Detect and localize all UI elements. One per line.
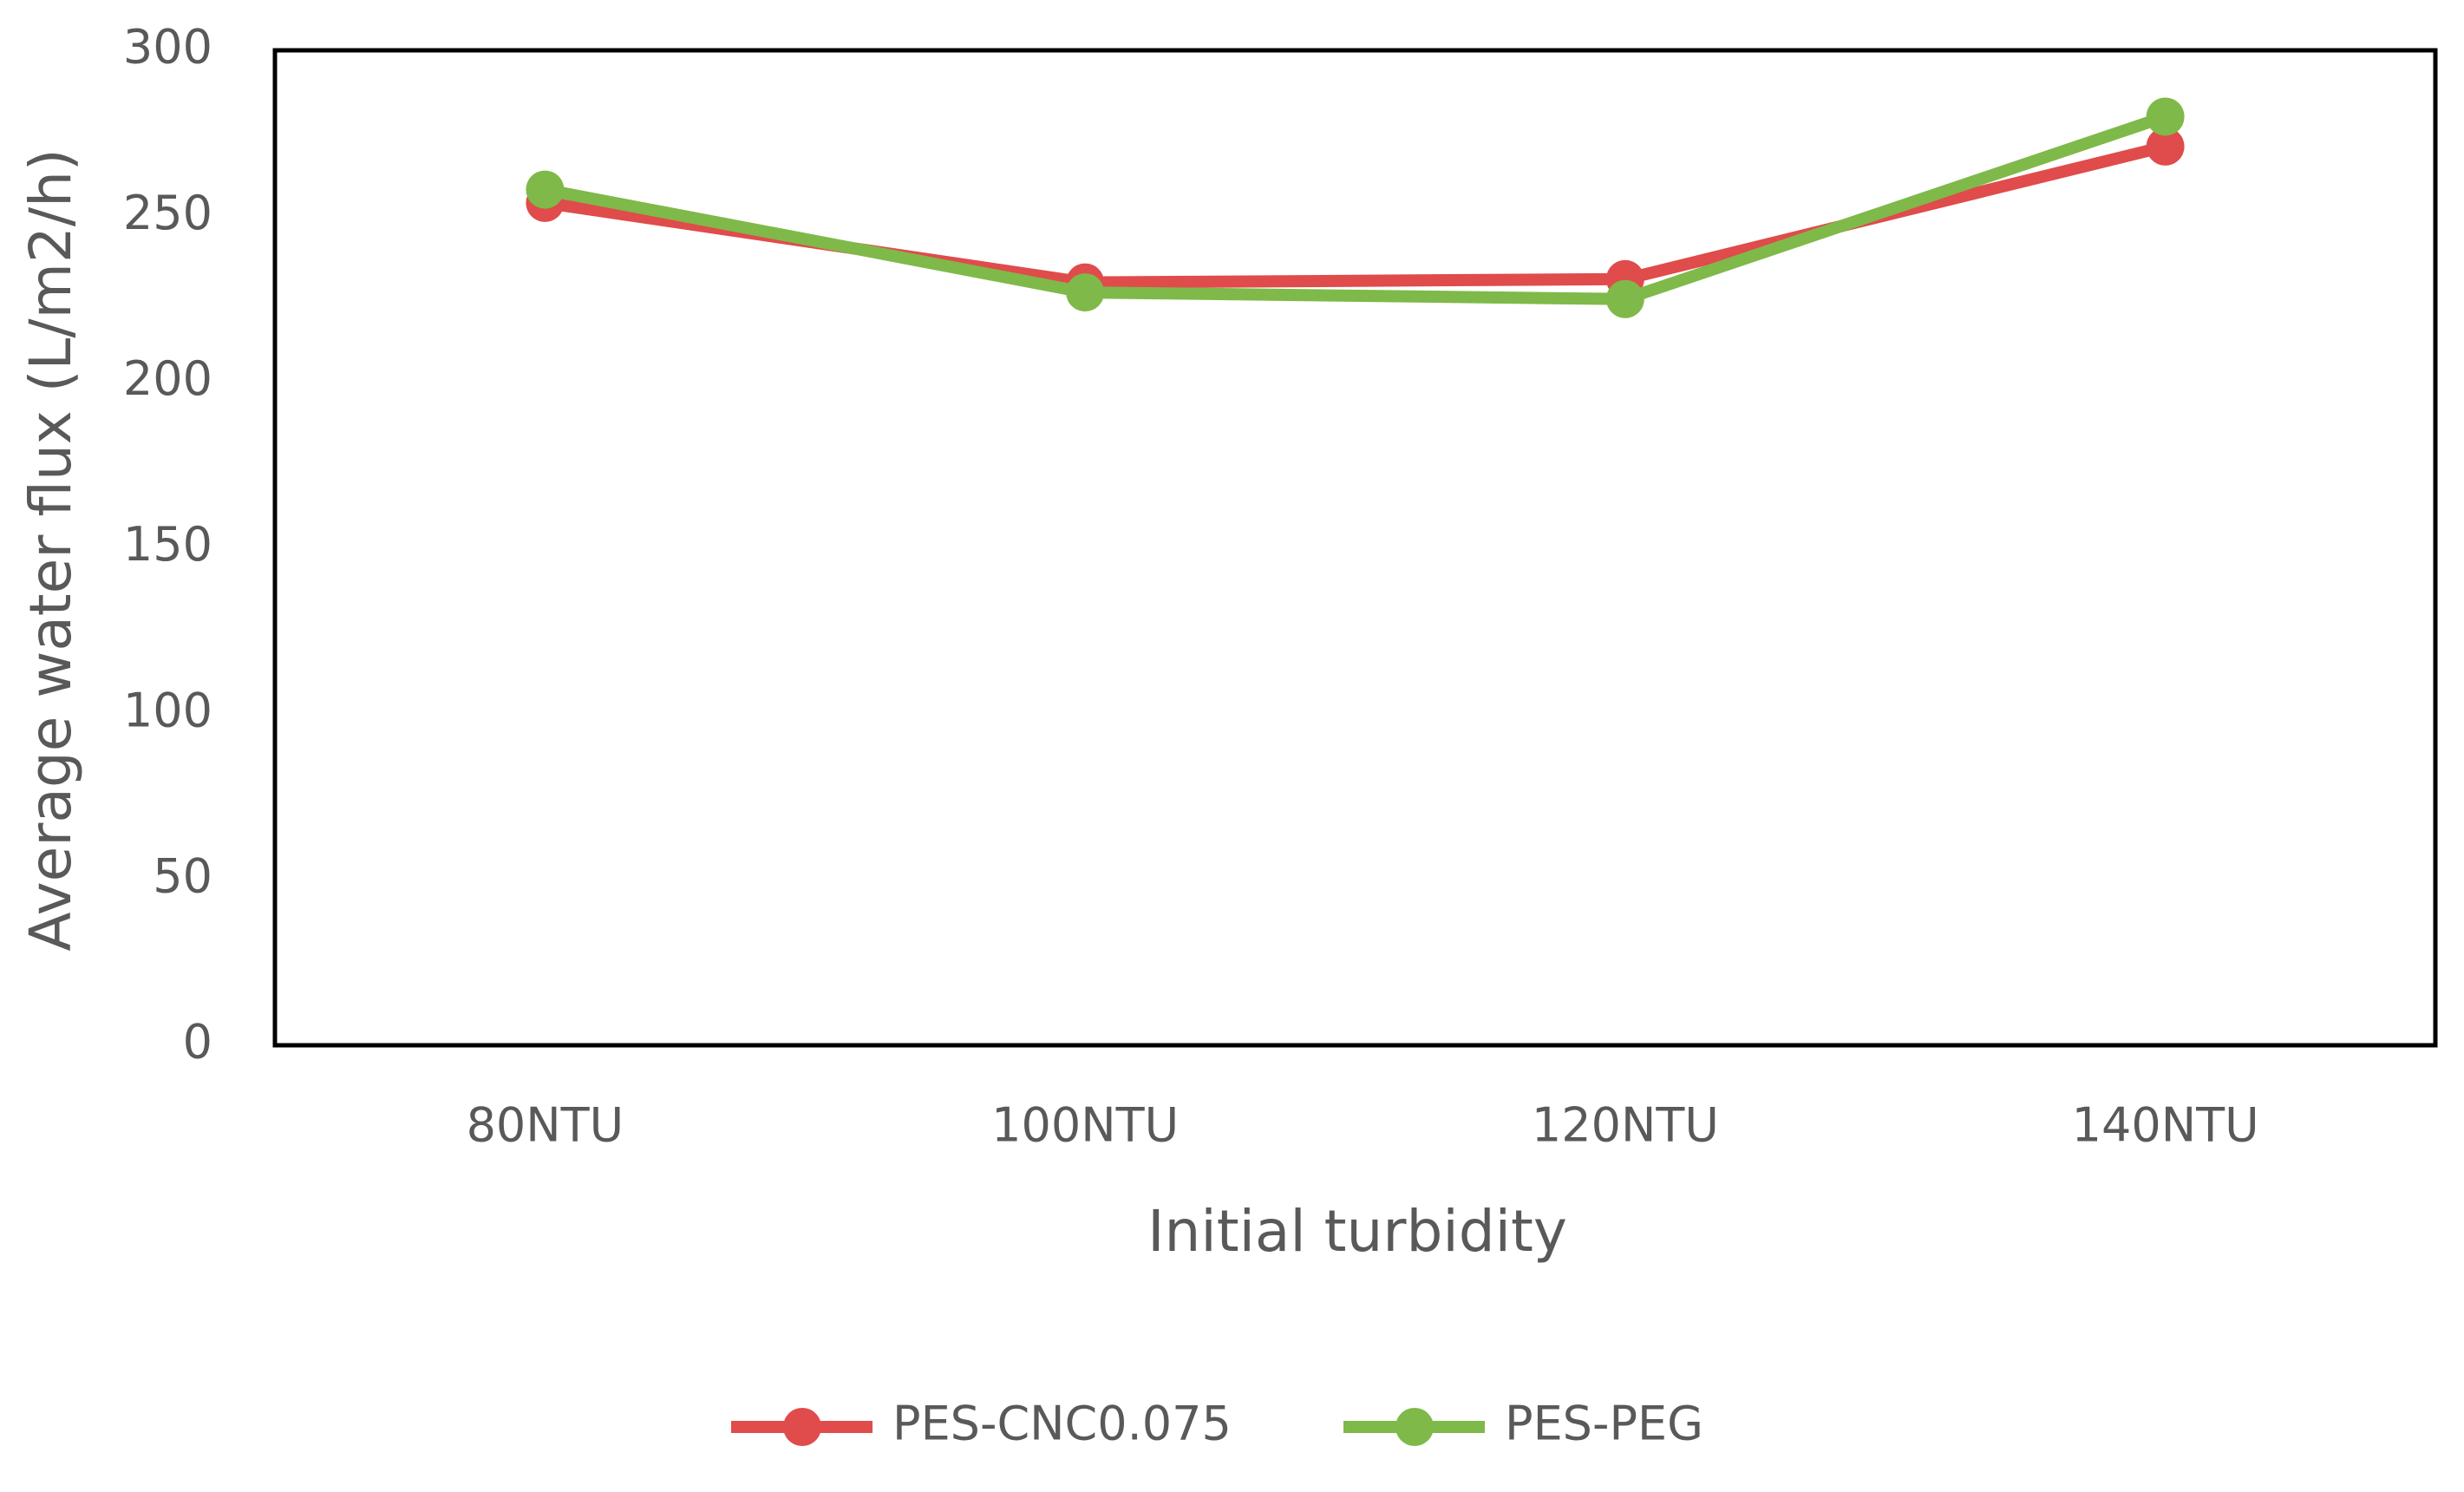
x-tick-label: 100NTU — [991, 1098, 1179, 1153]
y-tick-label: 150 — [123, 517, 212, 572]
legend-label: PES-PEG — [1505, 1397, 1703, 1451]
series-line — [544, 141, 2167, 289]
plot-frame — [272, 48, 2438, 1048]
x-axis-title: Initial turbidity — [1147, 1198, 1567, 1265]
y-tick-label: 50 — [153, 848, 212, 903]
legend-label: PES-CNC0.075 — [892, 1397, 1232, 1451]
y-tick-label: 300 — [123, 20, 212, 75]
point — [526, 170, 565, 209]
x-tick-label: 140NTU — [2072, 1098, 2259, 1153]
point — [1066, 273, 1105, 312]
point — [2146, 127, 2185, 166]
point — [1605, 279, 1644, 318]
legend-marker — [783, 1408, 821, 1446]
y-tick-label: 0 — [183, 1015, 212, 1070]
y-tick-label: 200 — [123, 351, 212, 406]
y-tick-label: 250 — [123, 186, 212, 240]
series-line — [544, 110, 2167, 305]
point — [2146, 97, 2185, 136]
y-tick-label: 100 — [123, 683, 212, 737]
legend-marker — [1395, 1408, 1434, 1446]
x-tick-label: 120NTU — [1532, 1098, 1719, 1153]
x-tick-label: 80NTU — [467, 1098, 624, 1153]
y-axis-title: Average water flux (L/m2/h) — [17, 148, 84, 951]
